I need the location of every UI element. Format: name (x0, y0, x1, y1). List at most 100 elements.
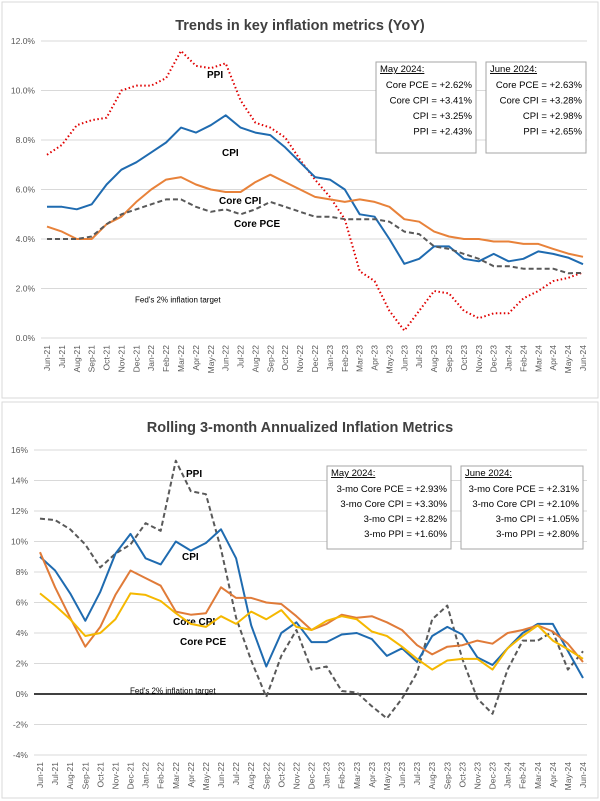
x-tick-label: Feb-23 (340, 345, 350, 372)
box-line: 3-mo PPI = +1.60% (364, 529, 447, 540)
series-label: Core PCE (180, 637, 226, 648)
x-tick-label: Apr-23 (370, 345, 380, 371)
x-tick-label: Apr-23 (367, 762, 377, 788)
box-heading: June 2024: (465, 468, 512, 479)
x-tick-label: Feb-22 (156, 762, 166, 789)
x-tick-label: Jun-21 (42, 345, 52, 371)
box-line: CPI = +3.25% (413, 111, 473, 122)
y-tick-label: 16% (11, 445, 28, 455)
x-tick-label: Aug-21 (65, 762, 75, 790)
series-label: Core CPI (173, 617, 215, 628)
y-tick-label: -4% (13, 750, 29, 760)
chart-title: Trends in key inflation metrics (YoY) (175, 18, 425, 34)
series-label: Core PCE (234, 219, 280, 230)
box-heading: June 2024: (490, 64, 537, 75)
x-tick-label: May-22 (201, 762, 211, 791)
x-tick-label: Jun-23 (397, 762, 407, 788)
y-tick-label: 8.0% (16, 135, 36, 145)
chart-2: Rolling 3-month Annualized Inflation Met… (1, 401, 599, 799)
x-tick-label: Mar-22 (171, 762, 181, 789)
x-tick-label: Oct-21 (95, 762, 105, 788)
box-line: Core CPI = +3.41% (390, 96, 473, 107)
x-tick-label: Jun-24 (578, 345, 588, 371)
box-line: 3-mo Core PCE = +2.31% (469, 484, 580, 495)
chart-1: Trends in key inflation metrics (YoY) 0.0… (1, 1, 599, 399)
x-tick-label: Mar-23 (355, 345, 365, 372)
series-cpi: CPI (46, 114, 584, 266)
x-tick-label: Oct-22 (280, 345, 290, 371)
x-tick-label: Jul-21 (50, 762, 60, 785)
x-tick-label: Oct-22 (276, 762, 286, 788)
box-line: PPI = +2.43% (413, 127, 472, 138)
y-tick-label: 2% (16, 659, 29, 669)
box-border (375, 61, 477, 154)
box-line: 3-mo Core CPI = +3.30% (340, 499, 447, 510)
x-tick-label: Jan-23 (325, 345, 335, 371)
x-tick-label: Feb-22 (161, 345, 171, 372)
summary-box: May 2024: Core PCE = +2.62% Core CPI = +3.… (375, 61, 477, 154)
x-tick-label: May-23 (382, 762, 392, 791)
y-tick-label: 14% (11, 476, 28, 486)
x-tick-label: Dec-22 (307, 762, 317, 790)
y-tick-label: 0% (16, 689, 29, 699)
box-line: 3-mo PPI = +2.80% (496, 529, 579, 540)
x-tick-label: Jul-22 (231, 762, 241, 785)
x-tick-label: May-23 (384, 345, 394, 374)
x-axis: Jun-21 Jul-21 Aug-21 Sep-21 Oct-21 Nov-21 Dec-… (35, 762, 588, 791)
summary-box: June 2024: Core PCE = +2.63% Core CPI = +3… (485, 61, 587, 154)
x-tick-label: Dec-23 (488, 762, 498, 790)
x-tick-label: Jul-22 (236, 345, 246, 368)
series-ppi: PPI (46, 49, 584, 332)
x-tick-label: Jun-22 (221, 345, 231, 371)
x-tick-label: Dec-21 (131, 345, 141, 373)
x-tick-label: Aug-22 (246, 762, 256, 790)
box-heading: May 2024: (331, 468, 375, 479)
x-tick-label: Oct-23 (459, 345, 469, 371)
series-core-cpi: Core CPI (46, 173, 584, 258)
x-tick-label: Jun-24 (578, 762, 588, 788)
x-tick-label: Aug-23 (429, 345, 439, 373)
chart-frame (1, 401, 599, 799)
box-line: Core CPI = +3.28% (500, 96, 583, 107)
x-tick-label: Jan-22 (146, 345, 156, 371)
x-tick-label: Nov-23 (472, 762, 482, 790)
y-tick-label: 12% (11, 506, 28, 516)
x-tick-label: Mar-23 (352, 762, 362, 789)
x-tick-label: Sep-21 (80, 762, 90, 790)
x-tick-label: Mar-24 (533, 345, 543, 372)
x-tick-label: Oct-21 (102, 345, 112, 371)
x-tick-label: Apr-22 (186, 762, 196, 788)
y-tick-label: 0.0% (16, 333, 36, 343)
box-line: CPI = +2.98% (523, 111, 583, 122)
x-tick-label: Jun-22 (216, 762, 226, 788)
x-tick-label: Jan-24 (504, 345, 514, 371)
annotation: Fed's 2% inflation target (130, 687, 216, 696)
x-axis: Jun-21 Jul-21 Aug-21 Sep-21 Oct-21 Nov-21 Dec-… (42, 345, 588, 374)
y-tick-label: 4.0% (16, 234, 36, 244)
x-tick-label: Apr-24 (548, 345, 558, 371)
x-tick-label: Aug-22 (250, 345, 260, 373)
x-tick-label: Sep-21 (87, 345, 97, 373)
x-tick-label: Dec-21 (126, 762, 136, 790)
x-tick-label: Sep-22 (265, 345, 275, 373)
series-label: PPI (186, 469, 202, 480)
y-tick-label: 2.0% (16, 284, 36, 294)
x-tick-label: Mar-24 (533, 762, 543, 789)
box-line: Core PCE = +2.62% (386, 80, 473, 91)
x-tick-label: Nov-22 (291, 762, 301, 790)
y-tick-label: 6.0% (16, 185, 36, 195)
x-tick-label: Jul-23 (414, 345, 424, 368)
x-tick-label: Nov-22 (295, 345, 305, 373)
x-tick-label: Sep-22 (261, 762, 271, 790)
x-tick-label: Feb-23 (337, 762, 347, 789)
x-tick-label: Oct-23 (457, 762, 467, 788)
box-border (460, 465, 584, 550)
x-tick-label: Jul-23 (412, 762, 422, 785)
series-label: CPI (182, 552, 199, 563)
x-tick-label: Aug-21 (72, 345, 82, 373)
y-tick-label: 10.0% (11, 86, 36, 96)
y-tick-label: 4% (16, 628, 29, 638)
x-tick-label: May-24 (563, 345, 573, 374)
summary-box: June 2024: 3-mo Core PCE = +2.31% 3-mo Cor… (460, 465, 584, 550)
x-tick-label: May-22 (206, 345, 216, 374)
